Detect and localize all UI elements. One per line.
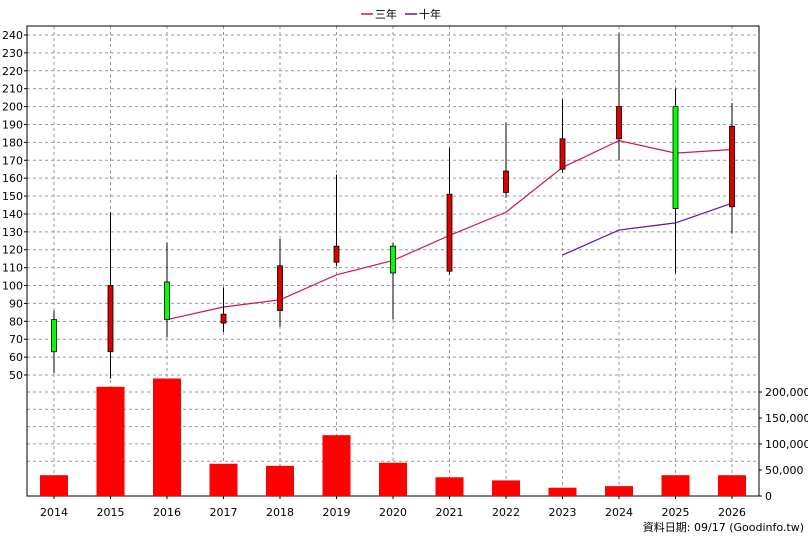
candlesticks [51, 33, 735, 379]
x-tick-label: 2025 [662, 506, 690, 519]
candle-body [446, 193, 453, 272]
x-tick-label: 2023 [549, 506, 577, 519]
price-tick-label: 60 [9, 351, 23, 364]
legend-label-3yr: 三年 [375, 7, 397, 21]
price-tick-label: 160 [2, 172, 23, 185]
price-tick-label: 50 [9, 369, 23, 382]
candle-body [503, 170, 509, 193]
volume-bar [40, 475, 68, 496]
candle-body [51, 319, 57, 353]
x-tick-label: 2017 [210, 506, 238, 519]
price-tick-label: 210 [2, 83, 23, 96]
volume-tick-label: 50,000 [765, 464, 804, 477]
candle-body [277, 265, 283, 311]
volume-bar [153, 378, 181, 496]
candle-body [390, 245, 396, 274]
price-tick-label: 180 [2, 136, 23, 149]
volume-bar [492, 480, 520, 496]
volume-bar [209, 463, 238, 496]
candle-body [559, 138, 566, 170]
volume-bar [266, 465, 294, 496]
price-tick-label: 220 [2, 65, 23, 78]
price-tick-label: 200 [2, 101, 23, 114]
x-tick-label: 2014 [40, 506, 68, 519]
volume-bar [435, 477, 464, 496]
x-tick-label: 2021 [436, 506, 464, 519]
price-tick-label: 170 [2, 154, 23, 167]
candle-body [333, 245, 340, 263]
volume-bar [718, 475, 746, 496]
volume-axis-ticks: 0 50,000 100,000 150,000 200,000 [759, 386, 808, 503]
price-tick-label: 100 [2, 280, 23, 293]
volume-bar [379, 462, 407, 496]
footnote: 資料日期: 09/17 (Goodinfo.tw) [643, 520, 804, 534]
series-line [562, 202, 733, 256]
volume-tick-label: 100,000 [765, 438, 808, 451]
price-tick-label: 70 [9, 333, 23, 346]
price-tick-label: 110 [2, 262, 23, 275]
volume-tick-label: 0 [765, 490, 772, 503]
price-tick-label: 80 [9, 315, 23, 328]
x-tick-label: 2018 [266, 506, 294, 519]
volume-bar [661, 475, 690, 496]
price-tick-label: 190 [2, 118, 23, 131]
price-tick-label: 150 [2, 190, 23, 203]
price-tick-label: 120 [2, 244, 23, 257]
price-axis-ticks: 50 60 70 80 90 100 110 120 130 140 150 160 170 180 190… [2, 29, 27, 382]
grid-lines [27, 26, 759, 496]
x-tick-label: 2015 [97, 506, 125, 519]
candle-body [107, 285, 114, 353]
volume-bar [96, 386, 125, 496]
price-tick-label: 240 [2, 29, 23, 42]
x-tick-label: 2022 [492, 506, 520, 519]
candle-body [220, 313, 227, 324]
volume-tick-label: 200,000 [765, 386, 808, 399]
volume-bar [605, 486, 633, 496]
x-axis-ticks: 2014 2015 2016 2017 2018 2019 2020 2021 2022 2023… [40, 496, 746, 519]
x-tick-label: 2024 [605, 506, 633, 519]
x-tick-label: 2020 [379, 506, 407, 519]
candle-body [672, 106, 679, 209]
legend-label-10yr: 十年 [419, 7, 441, 21]
price-tick-label: 140 [2, 208, 23, 221]
x-tick-label: 2026 [718, 506, 746, 519]
volume-bar [322, 435, 351, 496]
volume-tick-label: 150,000 [765, 412, 808, 425]
volume-bars [40, 378, 746, 496]
candle-body [164, 281, 170, 320]
volume-bar [548, 487, 577, 496]
candle-body [616, 106, 622, 140]
x-tick-label: 2016 [153, 506, 181, 519]
price-tick-label: 90 [9, 297, 23, 310]
x-tick-label: 2019 [323, 506, 351, 519]
candle-body [729, 125, 735, 208]
legend: 三年 十年 [361, 7, 441, 21]
price-tick-label: 130 [2, 226, 23, 239]
price-tick-label: 230 [2, 47, 23, 60]
